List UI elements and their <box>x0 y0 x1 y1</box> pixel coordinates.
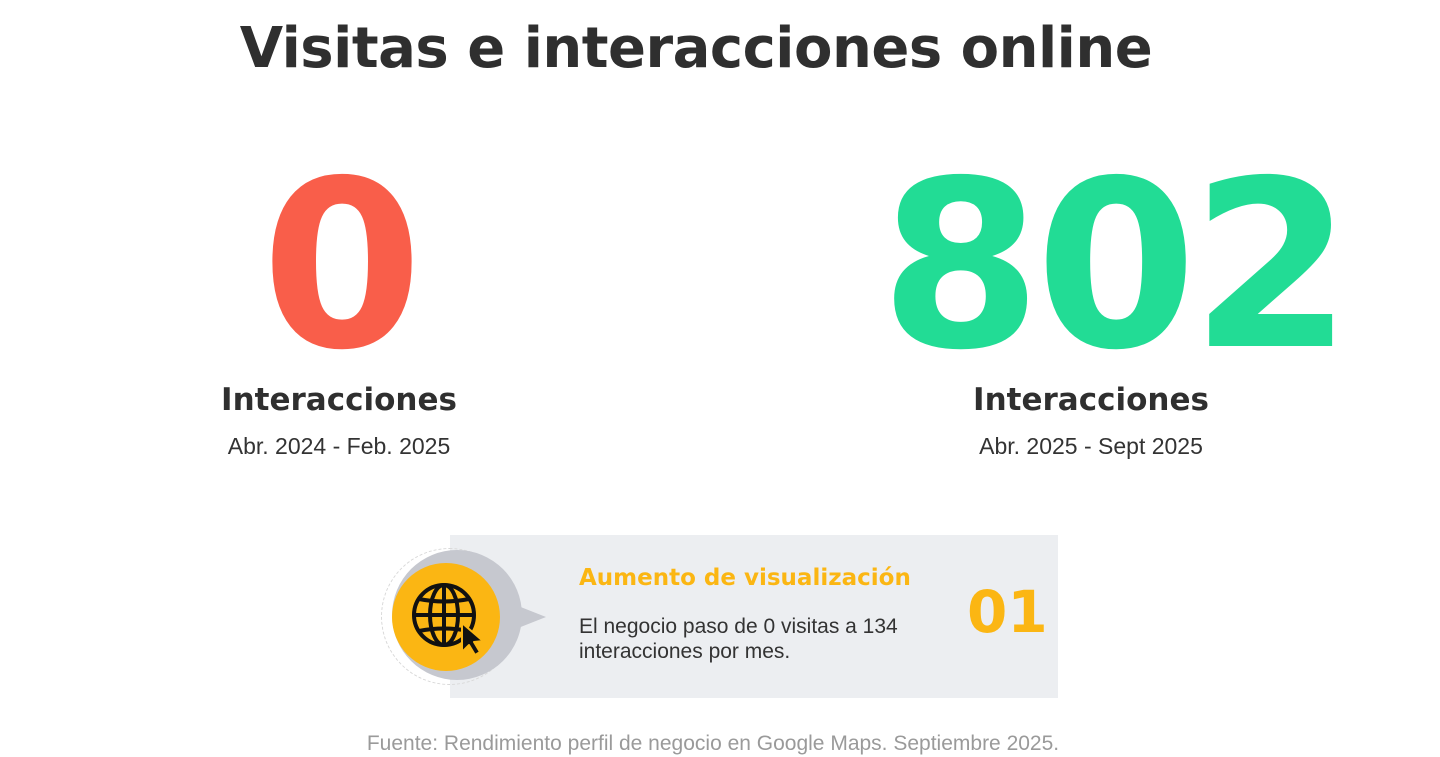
card-title: Aumento de visualización <box>579 565 911 591</box>
highlight-card <box>450 535 1058 698</box>
card-text: El negocio paso de 0 visitas a 134 inter… <box>579 615 898 663</box>
card-number: 01 <box>967 578 1048 646</box>
stat-before-label: Interacciones <box>221 382 457 418</box>
stat-after: 802 Interacciones Abr. 2025 - Sept 2025 <box>880 131 1352 460</box>
stat-after-label: Interacciones <box>973 382 1209 418</box>
stat-before: 0 Interacciones Abr. 2024 - Feb. 2025 <box>180 150 498 460</box>
globe-cursor-icon <box>412 583 482 654</box>
stat-after-value: 802 <box>880 131 1352 401</box>
stat-before-range: Abr. 2024 - Feb. 2025 <box>227 433 451 459</box>
stat-after-range: Abr. 2025 - Sept 2025 <box>979 433 1203 459</box>
source-note: Fuente: Rendimiento perfil de negocio en… <box>366 732 1060 755</box>
page-title: Visitas e interacciones online <box>239 16 1153 81</box>
speech-bubble-pointer <box>508 602 546 632</box>
icon-circle <box>392 563 500 671</box>
stat-before-value: 0 <box>261 131 422 401</box>
